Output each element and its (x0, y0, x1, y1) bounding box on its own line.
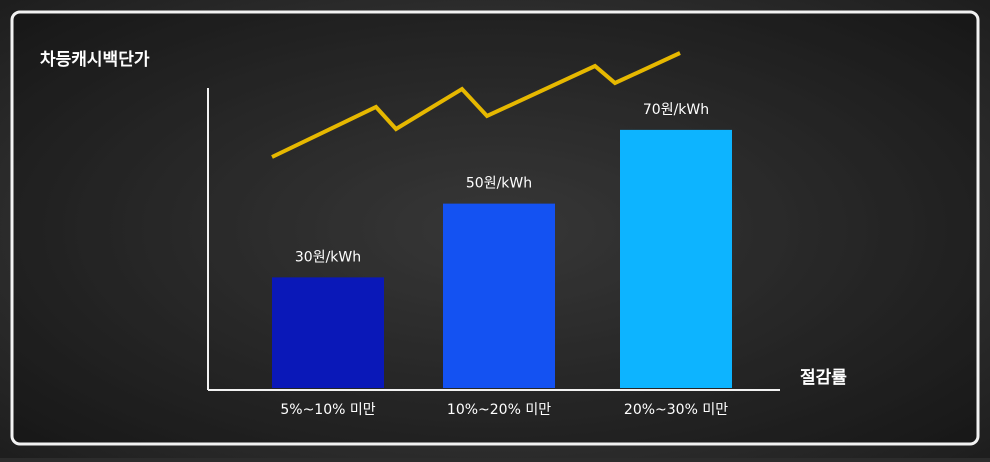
value-label: 70원/kWh (643, 102, 709, 118)
x-tick-label: 5%~10% 미만 (280, 402, 375, 418)
trend-line (271, 51, 681, 159)
value-label: 50원/kWh (466, 176, 532, 192)
x-tick-label: 10%~20% 미만 (447, 402, 551, 418)
value-label: 30원/kWh (295, 249, 361, 265)
bar (443, 203, 555, 388)
bar (272, 277, 384, 388)
x-tick-label: 20%~30% 미만 (624, 402, 728, 418)
x-axis-label: 절감률 (800, 367, 847, 388)
y-axis-label: 차등캐시백단가 (40, 50, 150, 70)
bar (620, 129, 732, 388)
